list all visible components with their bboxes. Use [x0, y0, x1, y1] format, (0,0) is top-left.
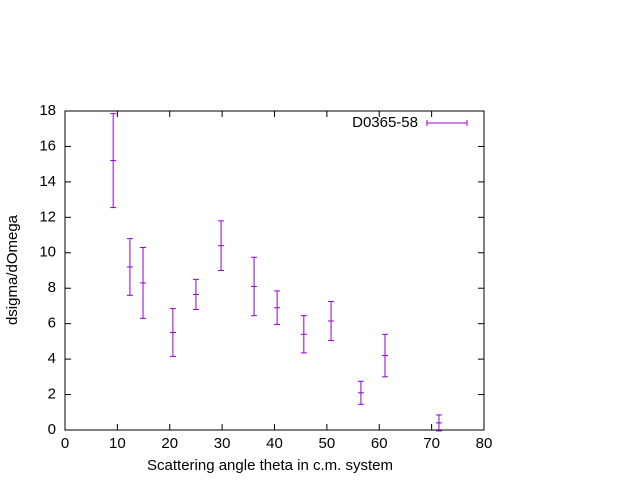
y-tick-label: 14 [39, 173, 56, 190]
x-tick-label: 20 [161, 435, 178, 452]
x-tick-label: 10 [109, 435, 126, 452]
y-tick-label: 16 [39, 137, 56, 154]
x-tick-label: 50 [319, 435, 336, 452]
x-tick-label: 30 [214, 435, 231, 452]
y-axis-label: dsigma/dOmega [4, 214, 21, 325]
x-tick-label: 0 [61, 435, 69, 452]
x-axis-label: Scattering angle theta in c.m. system [147, 457, 393, 474]
plot-frame [64, 110, 485, 431]
y-tick-label: 6 [48, 315, 56, 332]
y-tick-label: 4 [48, 350, 56, 367]
x-tick-label: 80 [476, 435, 493, 452]
x-tick-label: 70 [423, 435, 440, 452]
y-tick-label: 8 [48, 279, 56, 296]
x-tick-label: 60 [371, 435, 388, 452]
y-tick-label: 0 [48, 421, 56, 438]
y-tick-label: 10 [39, 244, 56, 261]
y-tick-label: 12 [39, 208, 56, 225]
x-tick-label: 40 [266, 435, 283, 452]
y-tick-label: 18 [39, 102, 56, 119]
legend-label: D0365-58 [352, 114, 418, 131]
y-tick-label: 2 [48, 386, 56, 403]
